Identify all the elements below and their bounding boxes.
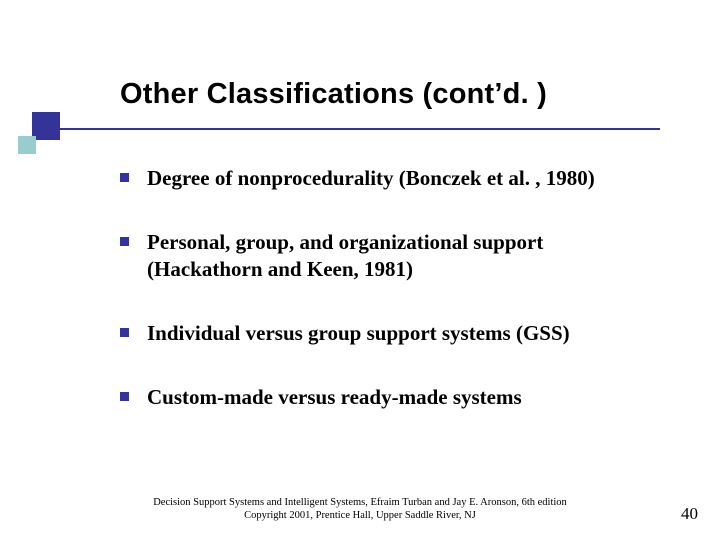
bullet-text: Personal, group, and organizational supp… xyxy=(147,229,650,282)
slide: Other Classifications (cont’d. ) Degree … xyxy=(0,0,720,540)
bullet-icon xyxy=(120,392,129,401)
footer-line-2: Copyright 2001, Prentice Hall, Upper Sad… xyxy=(0,509,720,522)
bullet-list: Degree of nonprocedurality (Bonczek et a… xyxy=(120,165,650,448)
bullet-icon xyxy=(120,173,129,182)
bullet-icon xyxy=(120,237,129,246)
bullet-text: Individual versus group support systems … xyxy=(147,320,650,346)
title-container: Other Classifications (cont’d. ) xyxy=(120,78,680,111)
slide-title: Other Classifications (cont’d. ) xyxy=(120,78,680,111)
accent-square-large xyxy=(32,112,60,140)
title-underline xyxy=(50,128,660,130)
list-item: Individual versus group support systems … xyxy=(120,320,650,346)
bullet-icon xyxy=(120,328,129,337)
bullet-text: Custom-made versus ready-made systems xyxy=(147,384,650,410)
footer-line-1: Decision Support Systems and Intelligent… xyxy=(0,496,720,509)
footer: Decision Support Systems and Intelligent… xyxy=(0,496,720,522)
page-number: 40 xyxy=(681,504,698,524)
list-item: Degree of nonprocedurality (Bonczek et a… xyxy=(120,165,650,191)
list-item: Custom-made versus ready-made systems xyxy=(120,384,650,410)
accent-square-small xyxy=(18,136,36,154)
bullet-text: Degree of nonprocedurality (Bonczek et a… xyxy=(147,165,650,191)
list-item: Personal, group, and organizational supp… xyxy=(120,229,650,282)
